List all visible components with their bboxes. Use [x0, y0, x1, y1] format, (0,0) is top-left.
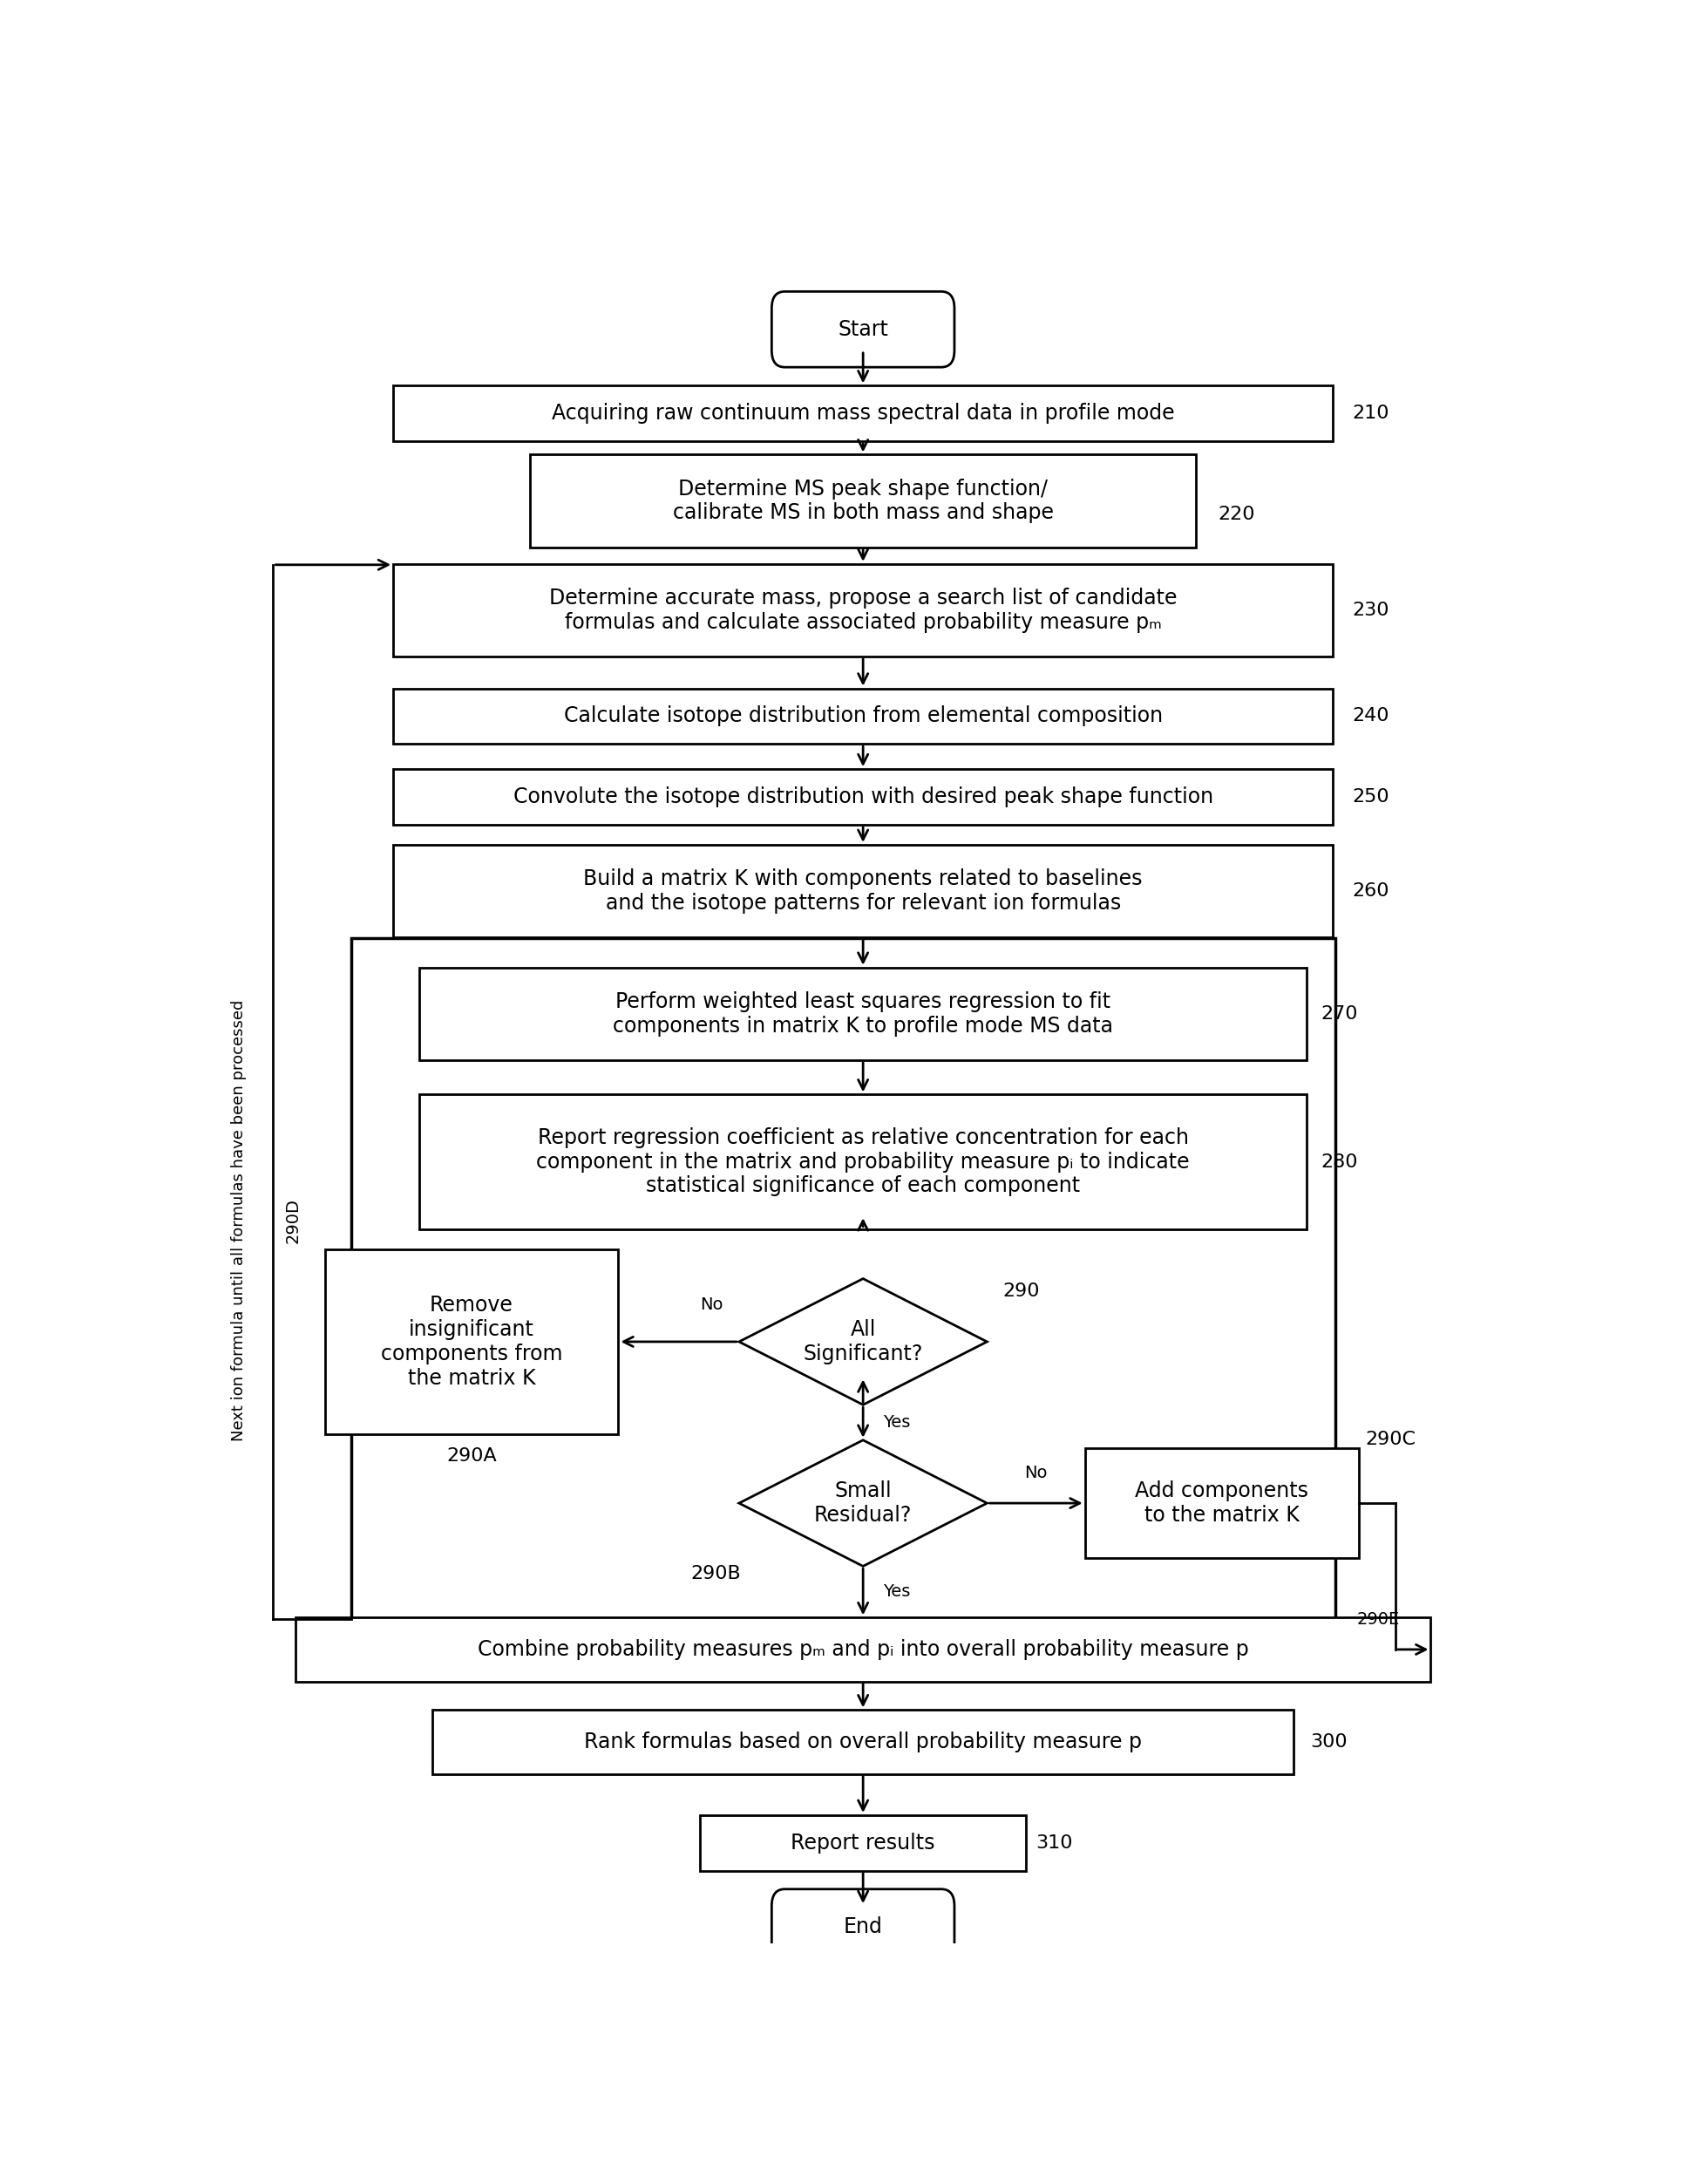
FancyBboxPatch shape — [1084, 1448, 1359, 1557]
Text: End: End — [844, 1918, 882, 1937]
Text: Perform weighted least squares regression to fit
components in matrix K to profi: Perform weighted least squares regressio… — [613, 992, 1113, 1037]
Text: 300: 300 — [1310, 1734, 1347, 1752]
Text: Add components
to the matrix K: Add components to the matrix K — [1135, 1481, 1308, 1527]
Text: 220: 220 — [1218, 507, 1255, 522]
FancyBboxPatch shape — [295, 1618, 1431, 1682]
FancyBboxPatch shape — [433, 1710, 1293, 1773]
Polygon shape — [739, 1278, 987, 1404]
Text: 280: 280 — [1322, 1153, 1359, 1171]
Text: 210: 210 — [1352, 404, 1389, 422]
Text: Calculate isotope distribution from elemental composition: Calculate isotope distribution from elem… — [564, 705, 1162, 727]
Text: Remove
insignificant
components from
the matrix K: Remove insignificant components from the… — [381, 1295, 562, 1389]
FancyBboxPatch shape — [530, 454, 1196, 548]
Text: Determine MS peak shape function/
calibrate MS in both mass and shape: Determine MS peak shape function/ calibr… — [672, 478, 1054, 524]
Text: No: No — [1024, 1465, 1047, 1481]
FancyBboxPatch shape — [394, 769, 1334, 826]
Text: 310: 310 — [1036, 1835, 1073, 1852]
FancyBboxPatch shape — [394, 563, 1334, 657]
Text: 250: 250 — [1352, 788, 1389, 806]
Text: Acquiring raw continuum mass spectral data in profile mode: Acquiring raw continuum mass spectral da… — [552, 404, 1174, 424]
FancyBboxPatch shape — [394, 688, 1334, 745]
Text: Report results: Report results — [791, 1832, 935, 1854]
Text: Rank formulas based on overall probability measure p: Rank formulas based on overall probabili… — [584, 1732, 1142, 1752]
Text: 230: 230 — [1352, 601, 1389, 618]
Text: 290D: 290D — [285, 1199, 301, 1243]
Text: All
Significant?: All Significant? — [803, 1319, 923, 1365]
FancyBboxPatch shape — [701, 1815, 1026, 1872]
Text: 260: 260 — [1352, 882, 1389, 900]
Text: Convolute the isotope distribution with desired peak shape function: Convolute the isotope distribution with … — [514, 786, 1212, 808]
FancyBboxPatch shape — [394, 845, 1334, 937]
FancyBboxPatch shape — [419, 968, 1307, 1059]
Text: 240: 240 — [1352, 708, 1389, 725]
FancyBboxPatch shape — [352, 939, 1335, 1618]
Text: 290E: 290E — [1356, 1612, 1399, 1627]
Text: 270: 270 — [1322, 1005, 1359, 1022]
Text: Small
Residual?: Small Residual? — [813, 1481, 913, 1527]
Text: Start: Start — [839, 319, 887, 341]
FancyBboxPatch shape — [771, 290, 955, 367]
Text: Yes: Yes — [882, 1583, 909, 1601]
Text: No: No — [701, 1297, 722, 1313]
Text: Yes: Yes — [882, 1415, 909, 1431]
FancyBboxPatch shape — [394, 387, 1334, 441]
Text: 290A: 290A — [446, 1448, 497, 1465]
Text: Build a matrix K with components related to baselines
and the isotope patterns f: Build a matrix K with components related… — [583, 869, 1143, 913]
FancyBboxPatch shape — [419, 1094, 1307, 1230]
Text: 290B: 290B — [690, 1566, 741, 1583]
Polygon shape — [739, 1439, 987, 1566]
FancyBboxPatch shape — [325, 1249, 618, 1435]
Text: 290C: 290C — [1366, 1431, 1416, 1448]
FancyBboxPatch shape — [771, 1889, 955, 1966]
Text: Report regression coefficient as relative concentration for each
component in th: Report regression coefficient as relativ… — [536, 1127, 1191, 1197]
Text: Determine accurate mass, propose a search list of candidate
formulas and calcula: Determine accurate mass, propose a searc… — [549, 587, 1177, 633]
Text: Next ion formula until all formulas have been processed: Next ion formula until all formulas have… — [231, 1000, 248, 1441]
Text: Combine probability measures pₘ and pᵢ into overall probability measure p: Combine probability measures pₘ and pᵢ i… — [478, 1638, 1248, 1660]
Text: 290: 290 — [1002, 1282, 1039, 1299]
